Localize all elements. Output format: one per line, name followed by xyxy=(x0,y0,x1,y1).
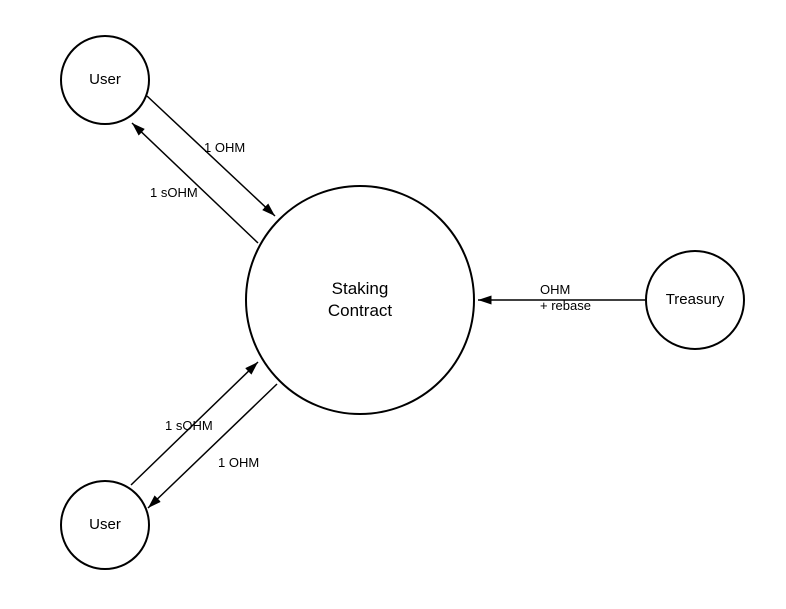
edge-label-staking-to-user-bottom: 1 OHM xyxy=(218,455,259,470)
edge-label-user-bottom-to-staking: 1 sOHM xyxy=(165,418,213,433)
node-label-user-top: User xyxy=(89,70,121,90)
node-label-staking: Staking Contract xyxy=(328,278,392,322)
node-label-staking-line2: Contract xyxy=(328,301,392,320)
edge-label-user-top-to-staking: 1 OHM xyxy=(204,140,245,155)
node-label-staking-line1: Staking xyxy=(332,279,389,298)
node-treasury: Treasury xyxy=(645,250,745,350)
node-user-top: User xyxy=(60,35,150,125)
edge-staking-to-user-bottom xyxy=(148,384,277,508)
node-staking-contract: Staking Contract xyxy=(245,185,475,415)
node-user-bottom: User xyxy=(60,480,150,570)
node-label-treasury: Treasury xyxy=(666,290,725,310)
edge-label-staking-to-user-top: 1 sOHM xyxy=(150,185,198,200)
edge-label-treasury-line1: OHM xyxy=(540,282,570,297)
edge-label-treasury-to-staking: OHM + rebase xyxy=(540,282,591,313)
node-label-user-bottom: User xyxy=(89,515,121,535)
edge-label-treasury-line2: + rebase xyxy=(540,298,591,313)
